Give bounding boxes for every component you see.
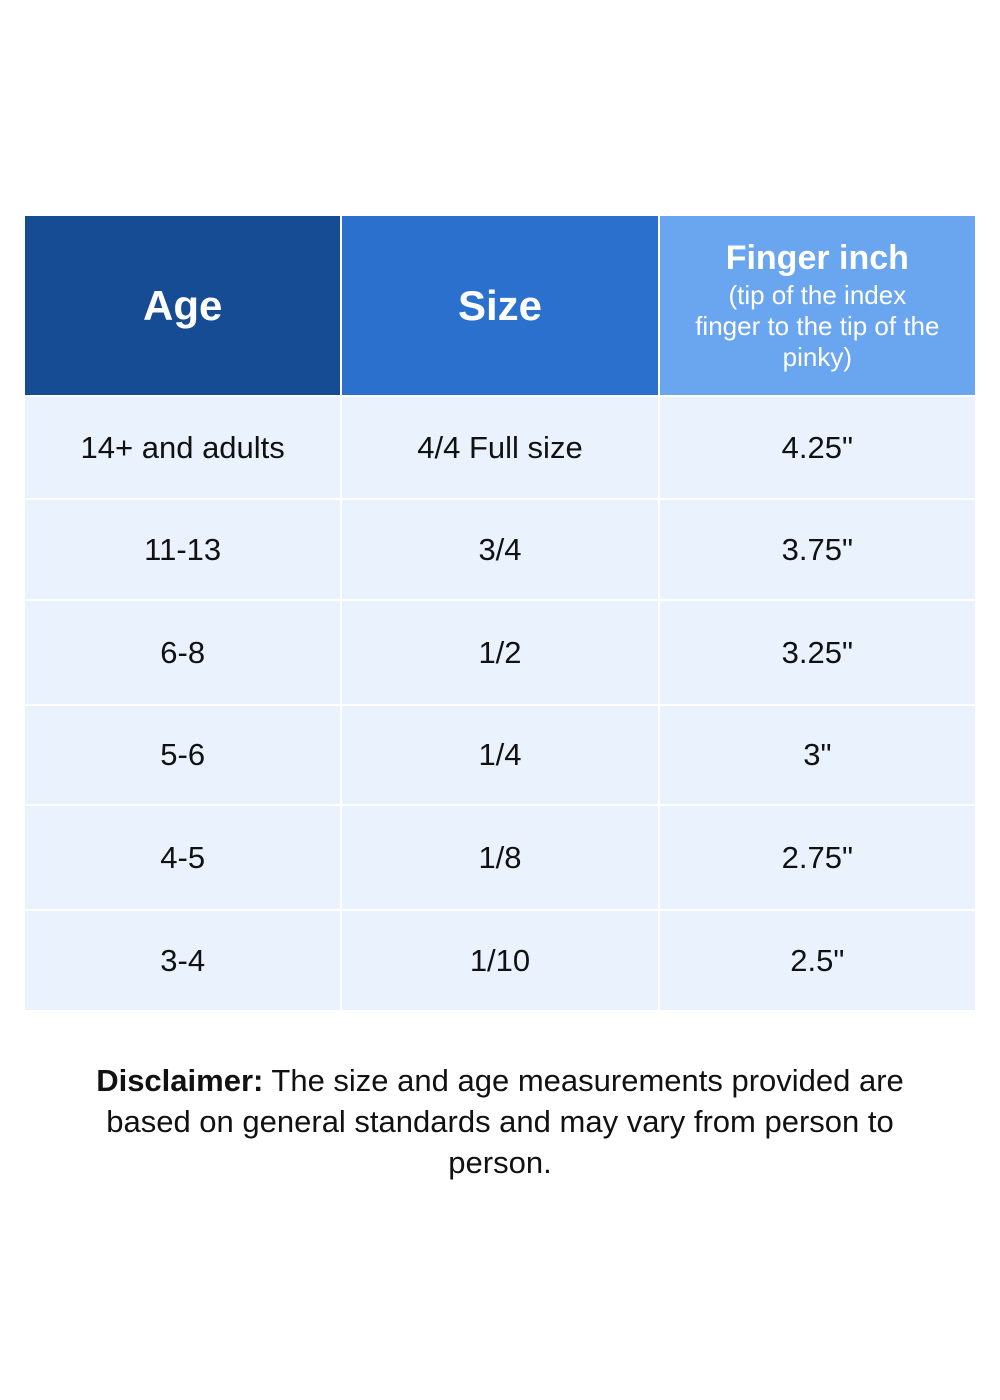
table-row: 11-13 3/4 3.75" (25, 500, 975, 599)
disclaimer-label: Disclaimer: (96, 1063, 264, 1098)
disclaimer: Disclaimer: The size and age measurement… (90, 1060, 910, 1183)
table-cell: 2.5" (659, 911, 975, 1010)
header-row: Age Size Finger inch (tip of the index fi… (25, 216, 975, 395)
header-cell: Finger inch (tip of the index finger to t… (659, 216, 975, 395)
table-cell: 4.25" (659, 397, 975, 498)
table-cell: 1/2 (342, 601, 658, 704)
table-cell: 1/8 (342, 806, 658, 909)
header-subtitle: (tip of the index finger to the tip of t… (695, 279, 940, 372)
size-table: Age Size Finger inch (tip of the index fi… (23, 214, 977, 1012)
header-title: Finger inch (725, 238, 909, 277)
table-cell: 6-8 (25, 601, 341, 704)
table-cell: 3" (659, 706, 975, 804)
table-cell: 1/10 (342, 911, 658, 1010)
table-row: 6-8 1/2 3.25" (25, 601, 975, 704)
table-body: 14+ and adults 4/4 Full size 4.25" 11-13 3/4… (25, 397, 975, 1010)
disclaimer-text: The size and age measurements provided a… (106, 1063, 904, 1180)
table-cell: 5-6 (25, 706, 341, 804)
header-cell: Age (25, 216, 341, 395)
table-cell: 11-13 (25, 500, 341, 599)
table-row: 4-5 1/8 2.75" (25, 806, 975, 909)
table-cell: 4-5 (25, 806, 341, 909)
table-cell: 14+ and adults (25, 397, 341, 498)
header-cell: Size (342, 216, 658, 395)
table-cell: 1/4 (342, 706, 658, 804)
table-cell: 2.75" (659, 806, 975, 909)
table-row: 14+ and adults 4/4 Full size 4.25" (25, 397, 975, 498)
table-cell: 3.25" (659, 601, 975, 704)
table-row: 5-6 1/4 3" (25, 706, 975, 804)
table-row: 3-4 1/10 2.5" (25, 911, 975, 1010)
table-cell: 3/4 (342, 500, 658, 599)
table-cell: 4/4 Full size (342, 397, 658, 498)
table-cell: 3-4 (25, 911, 341, 1010)
table-cell: 3.75" (659, 500, 975, 599)
header-title: Size (457, 281, 543, 329)
header-title: Age (142, 281, 223, 329)
